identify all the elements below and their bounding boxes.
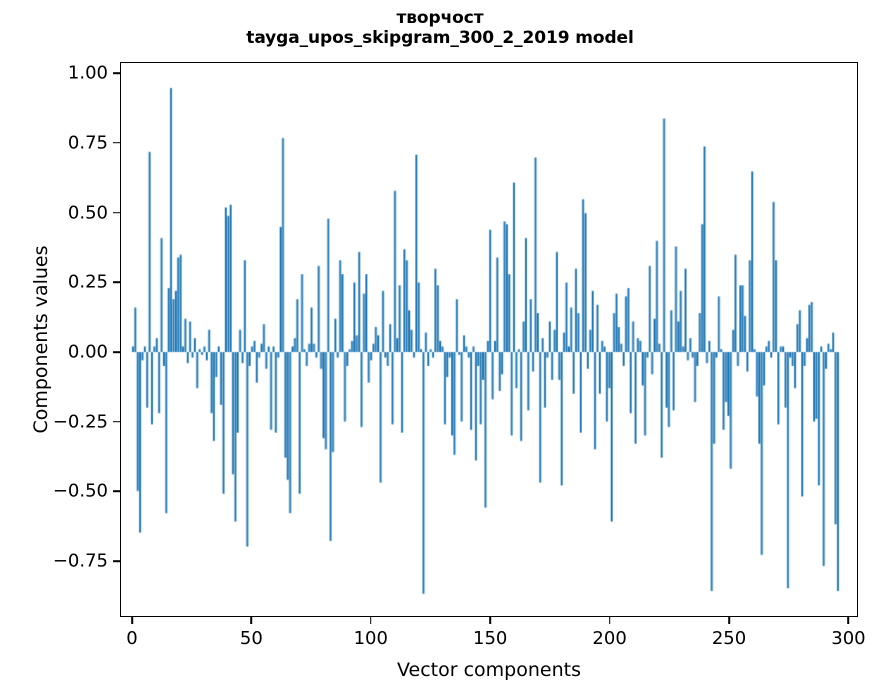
chart-title: творчост tayga_upos_skipgram_300_2_2019 … <box>0 8 880 48</box>
bar-series-canvas <box>121 63 857 616</box>
x-tick-label: 200 <box>592 628 627 649</box>
x-tick-label: 150 <box>473 628 508 649</box>
x-tick-label: 300 <box>831 628 866 649</box>
x-tick-mark <box>131 617 133 624</box>
chart-title-line-1: творчост <box>396 8 484 28</box>
y-tick-mark <box>113 142 120 144</box>
chart-title-line-2: tayga_upos_skipgram_300_2_2019 model <box>246 28 634 49</box>
y-tick-mark <box>113 281 120 284</box>
y-tick-mark <box>113 351 120 353</box>
y-axis-label: Components values <box>30 245 52 434</box>
y-tick-mark <box>113 490 120 493</box>
x-tick-mark <box>847 617 850 624</box>
x-tick-mark <box>489 617 491 624</box>
plot-area <box>120 62 858 617</box>
y-tick-mark <box>113 72 120 74</box>
y-tick-mark <box>113 420 120 423</box>
x-tick-label: 0 <box>126 628 138 649</box>
y-tick-mark <box>113 211 120 214</box>
x-tick-mark <box>728 617 730 624</box>
x-tick-label: 50 <box>239 628 263 649</box>
x-tick-mark <box>608 617 611 624</box>
x-tick-label: 100 <box>353 628 388 649</box>
y-tick-mark <box>113 560 120 563</box>
x-tick-label: 250 <box>711 628 747 649</box>
x-tick-mark <box>369 617 372 624</box>
x-tick-mark <box>250 617 253 624</box>
x-axis-label: Vector components <box>397 659 581 681</box>
